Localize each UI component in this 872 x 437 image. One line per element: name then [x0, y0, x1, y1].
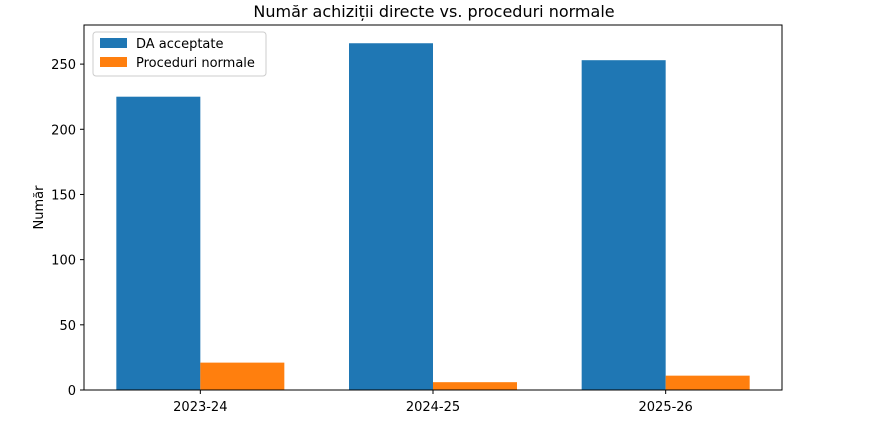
legend-swatch-da-acceptate — [100, 38, 127, 48]
legend: DA acceptate Proceduri normale — [92, 31, 267, 77]
bar-da-acceptate-2025-26 — [581, 60, 666, 390]
y-tick-label: 100 — [51, 254, 76, 269]
x-tick-label: 2024-25 — [406, 400, 460, 415]
x-axis: 2023-24 2024-25 2025-26 — [173, 390, 693, 415]
legend-label-da-acceptate: DA acceptate — [136, 37, 223, 52]
x-tick-label: 2023-24 — [173, 400, 227, 415]
y-axis: 0 50 100 150 200 250 — [51, 58, 84, 399]
bar-da-acceptate-2023-24 — [116, 96, 201, 391]
chart-title: Număr achiziții directe vs. proceduri no… — [253, 2, 614, 21]
bar-proceduri-normale-2025-26 — [665, 375, 750, 390]
bar-proceduri-normale-2023-24 — [200, 362, 285, 390]
bar-proceduri-normale-2024-25 — [433, 382, 517, 390]
legend-swatch-proceduri-normale — [100, 57, 127, 67]
legend-box — [92, 31, 267, 77]
y-tick-label: 150 — [51, 188, 76, 203]
y-tick-label: 0 — [68, 384, 76, 399]
y-tick-label: 200 — [51, 123, 76, 138]
legend-label-proceduri-normale: Proceduri normale — [136, 56, 255, 71]
y-tick-label: 250 — [51, 58, 76, 73]
y-axis-label: Număr — [32, 185, 47, 230]
bars-group — [116, 43, 750, 391]
x-tick-label: 2025-26 — [639, 400, 693, 415]
bar-da-acceptate-2024-25 — [349, 43, 433, 390]
y-tick-label: 50 — [59, 319, 76, 334]
